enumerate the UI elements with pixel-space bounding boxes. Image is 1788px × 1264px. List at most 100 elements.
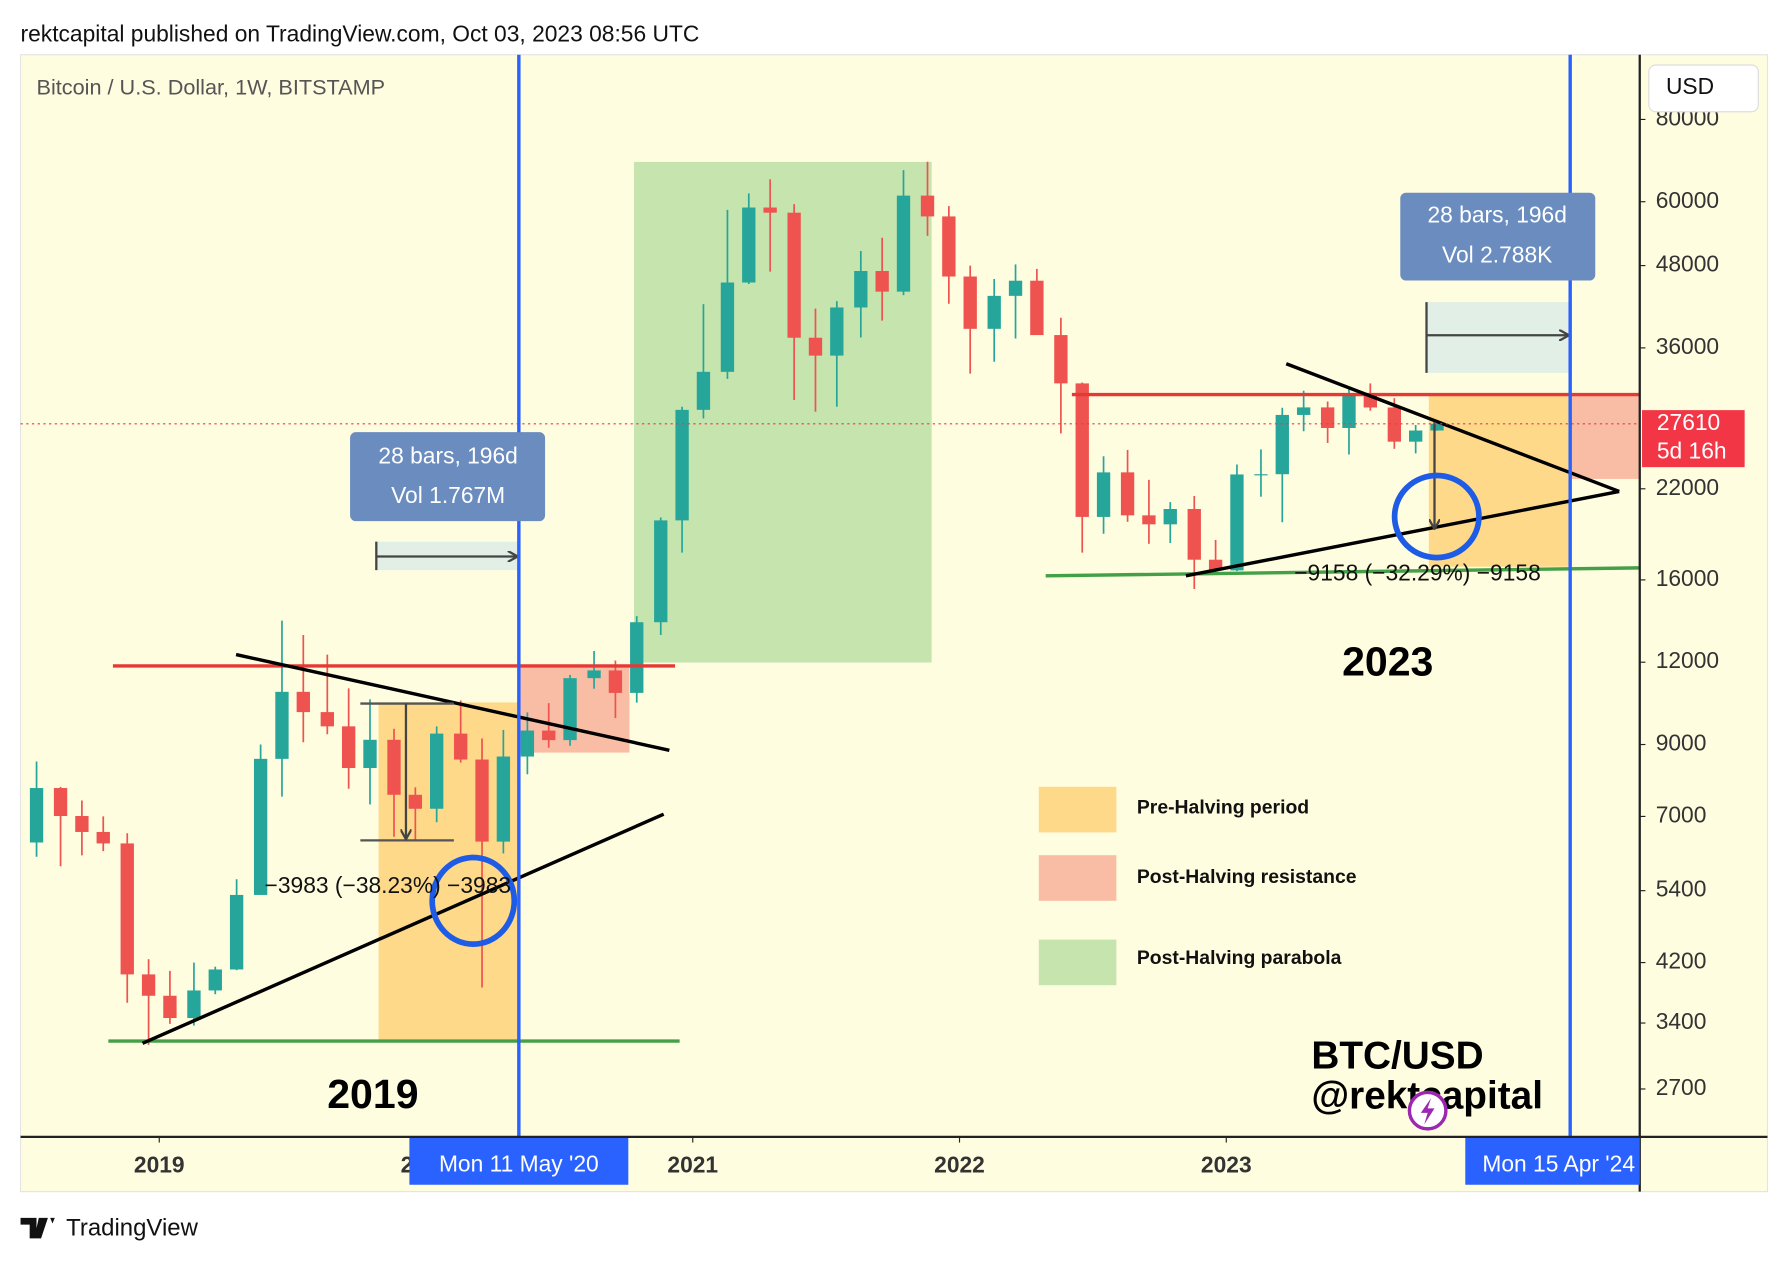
y-tick-label: 9000 — [1656, 730, 1707, 756]
x-tick-label: 2023 — [1201, 1152, 1252, 1178]
support-line — [1045, 566, 1640, 578]
candle-body — [654, 520, 668, 623]
candle-body — [408, 794, 423, 809]
y-tick-label: 2700 — [1656, 1074, 1707, 1100]
trend-line — [1285, 362, 1620, 494]
candle-body — [854, 270, 868, 308]
candle-body — [296, 691, 310, 713]
candle-body — [1409, 430, 1423, 442]
candle-body — [742, 207, 756, 283]
legend-swatch — [1038, 855, 1117, 901]
trend-line — [1185, 489, 1620, 578]
trend-line — [141, 812, 665, 1045]
candle-body — [475, 759, 489, 842]
candle-body — [1096, 472, 1111, 517]
range-label: Vol 1.767M — [391, 482, 505, 508]
x-tick-label: 2022 — [934, 1152, 985, 1178]
candle-body — [163, 995, 177, 1019]
bolt-icon — [1420, 1098, 1435, 1125]
candle-body — [920, 195, 935, 217]
candle-body — [387, 739, 401, 795]
candle-body — [1142, 515, 1156, 525]
pre-halving-zone — [378, 702, 519, 1042]
candle-body — [1030, 280, 1044, 336]
candle-body — [1387, 407, 1401, 442]
candle-body — [675, 409, 689, 521]
y-tick-label: 48000 — [1656, 251, 1719, 277]
watermark: BTC/USD — [1311, 1034, 1483, 1077]
candle-body — [720, 282, 735, 372]
y-tick-label: 36000 — [1656, 333, 1719, 359]
candle-body — [608, 670, 623, 693]
range-label: 28 bars, 196d — [378, 442, 517, 468]
candle-body — [1430, 423, 1444, 431]
candles — [29, 161, 1444, 1045]
y-tick-label: 60000 — [1656, 187, 1719, 213]
last-price-box — [1642, 410, 1745, 468]
currency-label[interactable]: USD — [1666, 73, 1714, 99]
candle-body — [320, 712, 334, 727]
measure-label: −3983 (−38.23%) −3983 — [265, 872, 512, 898]
candle-body — [808, 337, 823, 356]
candle-body — [1163, 508, 1177, 525]
legend-swatch — [1038, 786, 1117, 833]
candle-body — [787, 212, 801, 338]
y-tick-label: 22000 — [1656, 474, 1719, 500]
candle-body — [75, 816, 89, 832]
tv-logo — [20, 1217, 55, 1239]
candle-body — [1342, 395, 1356, 428]
candle-body — [1120, 472, 1135, 516]
candle-body — [563, 678, 577, 741]
date-range-box — [1426, 302, 1571, 373]
x-tick-label: 2019 — [134, 1152, 185, 1178]
candle-body — [496, 756, 511, 842]
date-label-box — [409, 1137, 629, 1185]
highlight-circle — [1391, 472, 1482, 561]
candle-body — [208, 969, 222, 991]
chart-title: Bitcoin / U.S. Dollar, 1W, BITSTAMP — [37, 75, 386, 100]
range-label-box — [1400, 192, 1596, 281]
candle-body — [987, 295, 1001, 329]
candle-body — [1254, 474, 1268, 476]
candle-body — [1187, 508, 1201, 560]
candle-body — [896, 195, 911, 292]
x-tick-label: 2021 — [667, 1152, 718, 1178]
y-tick-label: 4200 — [1656, 948, 1707, 974]
y-tick-label: 12000 — [1656, 647, 1719, 673]
footer: TradingView — [66, 1215, 198, 1242]
candle-body — [363, 739, 377, 769]
candle-body — [1296, 407, 1311, 415]
candle-body — [275, 691, 289, 759]
candle-body — [587, 670, 601, 679]
date-label: Mon 11 May '20 — [439, 1150, 599, 1176]
candle-body — [253, 758, 268, 895]
halving-labels: Mon 11 May '20 Mon 15 Apr '24 — [409, 1137, 1640, 1185]
candle-body — [542, 730, 556, 741]
y-tick-label: 7000 — [1656, 801, 1707, 827]
candle-body — [630, 622, 644, 693]
drawings — [108, 302, 1640, 1045]
date-label-box — [1465, 1137, 1640, 1185]
candle-body — [875, 270, 889, 292]
candle-body — [1275, 414, 1289, 475]
candle-body — [187, 990, 201, 1019]
post-halving-resistance-zone — [1571, 395, 1640, 479]
y-tick-label: 16000 — [1656, 565, 1719, 591]
legend-label: Post-Halving resistance — [1137, 866, 1357, 888]
candle-body — [520, 730, 535, 757]
last-price-label: 27610 — [1657, 409, 1720, 435]
candle-body — [963, 276, 977, 329]
candle-body — [1208, 559, 1223, 571]
currency-button[interactable] — [1648, 64, 1759, 113]
range-label: 28 bars, 196d — [1427, 202, 1566, 228]
candle-body — [1054, 335, 1068, 384]
header: rektcapital published on TradingView.com… — [21, 20, 700, 46]
candle-body — [763, 207, 777, 213]
candle-body — [454, 733, 468, 760]
highlight-circle — [429, 854, 518, 948]
range-label-box — [350, 432, 546, 522]
candle-body — [696, 371, 711, 410]
